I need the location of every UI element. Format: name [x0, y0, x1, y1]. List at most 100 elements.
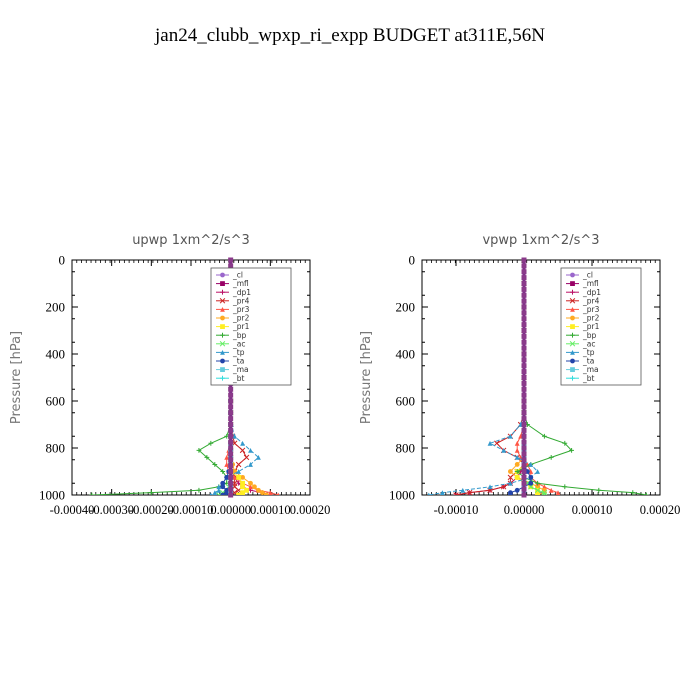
data-point	[569, 447, 574, 453]
y-tick-label: 800	[46, 441, 66, 456]
data-point	[236, 492, 241, 495]
data-point	[248, 480, 253, 486]
legend-swatch-marker	[570, 367, 575, 372]
data-point	[494, 440, 500, 447]
legend-entry-bt: _bt	[216, 374, 245, 383]
legend-swatch-marker	[569, 298, 576, 304]
legend-swatch-marker	[570, 332, 575, 338]
legend-entry-pr3: _pr3	[216, 305, 250, 314]
data-point	[534, 487, 541, 494]
data-point	[528, 484, 534, 490]
x-tick-label: -0.00020	[129, 503, 174, 517]
legend-entry-ma: _ma	[566, 365, 599, 374]
legend-swatch-marker	[570, 307, 575, 312]
data-point	[224, 455, 230, 460]
legend-label: _dp1	[232, 288, 251, 297]
series-pr1	[514, 260, 540, 495]
y-axis-label: Pressure [hPa]	[9, 331, 24, 424]
x-tick-label: 0.00000	[210, 503, 251, 517]
data-point	[220, 469, 226, 474]
legend-swatch-marker	[569, 341, 576, 347]
x-tick-label: 0.00020	[640, 503, 681, 517]
zero-profile-marker	[228, 404, 234, 410]
legend-label: _ac	[582, 339, 595, 348]
legend-entry-ac: _ac	[216, 339, 245, 348]
zero-profile-marker	[521, 404, 527, 410]
legend-entry-tp: _tp	[566, 348, 595, 357]
legend-entry-cl: _cl	[566, 271, 593, 280]
legend-label: _bt	[582, 374, 595, 383]
legend-swatch-marker	[220, 324, 225, 329]
data-point	[212, 462, 218, 467]
legend-swatch-marker	[220, 375, 225, 381]
data-point	[528, 474, 534, 480]
zero-profile-marker	[521, 380, 527, 386]
data-point	[453, 492, 459, 495]
zero-profile-marker	[521, 480, 527, 486]
data-point	[220, 480, 226, 486]
zero-profile-marker	[228, 386, 234, 392]
y-tick-label: 800	[396, 441, 416, 456]
zero-profile-marker	[228, 398, 234, 404]
data-point	[508, 433, 513, 439]
zero-profile-marker	[228, 486, 234, 492]
legend-entry-cl: _cl	[216, 271, 243, 280]
legend-entry-dp1: _dp1	[216, 288, 251, 297]
data-point	[240, 490, 245, 495]
legend-entry-ta: _ta	[216, 357, 244, 366]
data-point	[208, 440, 214, 446]
data-point	[236, 469, 241, 474]
series-dp1	[453, 260, 527, 495]
legend-swatch-marker	[219, 298, 226, 304]
legend: _cl_mfl_dp1_pr4_pr3_pr2_pr1_bp_ac_tp_ta_…	[210, 267, 292, 386]
zero-profile-marker	[521, 351, 527, 357]
data-point	[224, 474, 230, 480]
zero-profile-marker	[521, 469, 527, 474]
zero-profile-marker	[521, 445, 527, 451]
zero-profile-marker	[228, 433, 234, 439]
legend-swatch-marker	[220, 307, 225, 312]
legend-swatch-marker	[220, 350, 225, 355]
legend-swatch-marker	[220, 289, 225, 295]
data-point	[209, 492, 213, 495]
data-point	[514, 469, 520, 474]
legend-entry-mfl: _mfl	[566, 279, 599, 288]
legend-label: _tp	[232, 348, 245, 357]
legend-swatch-marker	[570, 281, 575, 286]
data-point	[596, 487, 602, 493]
zero-profile-marker	[521, 433, 527, 439]
data-point	[630, 490, 636, 495]
legend-entry-tp: _tp	[216, 348, 245, 357]
data-point	[487, 440, 493, 446]
panel-title: upwp 1xm^2/s^3	[132, 233, 250, 248]
data-point	[514, 455, 520, 460]
x-tick-label: -0.00010	[169, 503, 214, 517]
zero-profile-marker	[521, 298, 527, 304]
legend-label: _bp	[232, 331, 247, 340]
legend-label: _pr3	[582, 305, 600, 314]
legend-label: _bt	[232, 374, 245, 383]
data-point	[256, 455, 261, 460]
zero-profile-marker	[521, 439, 527, 445]
zero-profile-marker	[521, 392, 527, 398]
legend-label: _ma	[232, 365, 249, 374]
data-point	[239, 447, 246, 454]
data-point	[248, 462, 253, 467]
legend-swatch-marker	[220, 358, 225, 364]
legend-swatch-marker	[570, 375, 575, 381]
x-tick-label: 0.00000	[504, 503, 545, 517]
y-axis-label: Pressure [hPa]	[359, 331, 374, 424]
legend-swatch-marker	[220, 367, 225, 372]
zero-profile-marker	[521, 333, 527, 339]
series-line-ac	[523, 260, 545, 495]
figure-title: jan24_clubb_wpxp_ri_expp BUDGET at311E,5…	[154, 25, 545, 46]
data-point	[508, 492, 513, 495]
data-point	[260, 490, 265, 495]
data-point	[508, 480, 513, 486]
data-point	[508, 469, 513, 474]
legend-entry-bt: _bt	[566, 374, 595, 383]
zero-profile-marker	[521, 363, 527, 369]
zero-profile-marker	[521, 345, 527, 351]
y-tick-label: 0	[59, 253, 66, 268]
zero-profile-marker	[228, 422, 234, 427]
